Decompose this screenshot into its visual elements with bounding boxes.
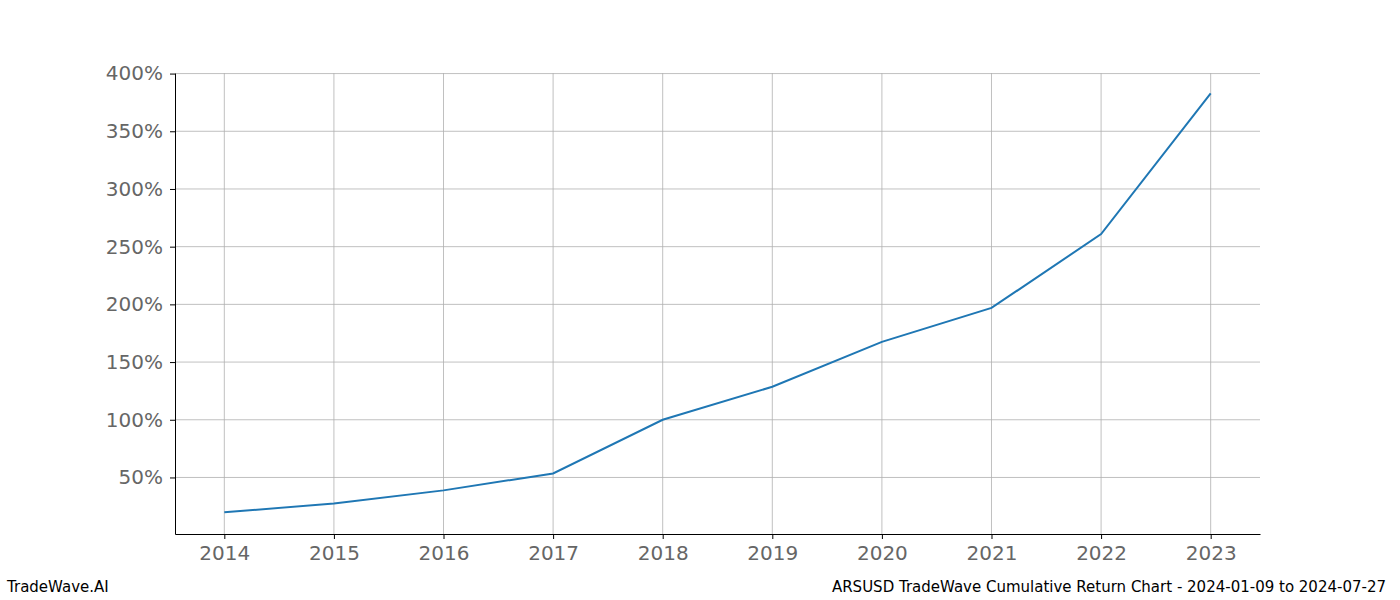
x-tick-label: 2021 (967, 541, 1018, 565)
x-tick-mark (553, 534, 554, 539)
y-tick-mark (170, 131, 175, 132)
x-tick-mark (1211, 534, 1212, 539)
x-tick: 2017 (528, 534, 579, 565)
plot-area: 2014 2015 2016 2017 2018 2019 2020 2021 2022 2023… (106, 61, 1261, 565)
annotation: TradeWave.AI (6, 578, 109, 596)
x-tick-mark (991, 534, 992, 539)
x-tick-mark (444, 534, 445, 539)
grid-line-y (175, 73, 1260, 74)
x-tick-label: 2018 (638, 541, 689, 565)
y-tick-label: 50% (119, 465, 163, 489)
y-tick: 350% (106, 119, 175, 143)
grid-line-y (175, 362, 1260, 363)
x-tick-mark (772, 534, 773, 539)
grid-line-x (553, 73, 554, 534)
y-tick-mark (170, 189, 175, 190)
y-tick-mark (170, 304, 175, 305)
x-tick: 2020 (857, 534, 908, 565)
y-tick-label: 100% (106, 408, 163, 432)
grid-line-y (175, 477, 1260, 478)
x-tick-label: 2017 (528, 541, 579, 565)
grid-line-x (443, 73, 444, 534)
x-tick: 2015 (309, 534, 360, 565)
y-tick: 400% (106, 61, 175, 85)
y-tick-label: 200% (106, 292, 163, 316)
grid (175, 73, 1260, 534)
x-tick-mark (334, 534, 335, 539)
x-tick: 2014 (199, 534, 250, 565)
x-tick-mark (882, 534, 883, 539)
x-tick: 2018 (638, 534, 689, 565)
y-tick: 300% (106, 177, 175, 201)
x-tick-label: 2023 (1186, 541, 1237, 565)
x-tick-label: 2015 (309, 541, 360, 565)
chart: 2014 2015 2016 2017 2018 2019 2020 2021 2022 2023… (0, 0, 1400, 600)
x-tick: 2016 (419, 534, 470, 565)
grid-line-y (175, 419, 1260, 420)
x-tick: 2021 (967, 534, 1018, 565)
x-tick-mark (663, 534, 664, 539)
grid-line-y (175, 246, 1260, 247)
x-tick-label: 2019 (747, 541, 798, 565)
grid-line-y (175, 131, 1260, 132)
y-axis: 50% 100% 150% 200% 250% 300% 350% 400% (106, 61, 176, 534)
x-tick: 2019 (747, 534, 798, 565)
grid-line-x (662, 73, 663, 534)
x-tick-mark (1101, 534, 1102, 539)
y-tick-label: 400% (106, 61, 163, 85)
y-tick-mark (170, 247, 175, 248)
y-tick-mark (170, 74, 175, 75)
y-tick-label: 150% (106, 350, 163, 374)
grid-line-y (175, 304, 1260, 305)
x-tick-label: 2014 (199, 541, 250, 565)
y-tick: 250% (106, 235, 175, 259)
x-tick-label: 2020 (857, 541, 908, 565)
line (224, 93, 1210, 512)
y-tick: 150% (106, 350, 175, 374)
grid-line-x (1101, 73, 1102, 534)
x-axis: 2014 2015 2016 2017 2018 2019 2020 2021 2022 2023 (176, 534, 1261, 565)
y-tick-mark (170, 362, 175, 363)
y-tick-label: 350% (106, 119, 163, 143)
y-axis-line (175, 74, 176, 535)
grid-line-x (881, 73, 882, 534)
x-tick: 2023 (1186, 534, 1237, 565)
y-tick-label: 300% (106, 177, 163, 201)
grid-line-x (991, 73, 992, 534)
grid-line-x (224, 73, 225, 534)
x-tick-label: 2022 (1076, 541, 1127, 565)
grid-line-x (333, 73, 334, 534)
y-tick: 50% (119, 465, 175, 489)
y-tick: 100% (106, 408, 175, 432)
series-group (224, 93, 1210, 512)
x-axis-line (176, 534, 1261, 535)
x-tick-mark (224, 534, 225, 539)
y-tick-label: 250% (106, 235, 163, 259)
grid-line-y (175, 188, 1260, 189)
x-tick: 2022 (1076, 534, 1127, 565)
grid-line-x (1210, 73, 1211, 534)
y-tick-mark (170, 420, 175, 421)
y-tick: 200% (106, 292, 175, 316)
grid-line-x (772, 73, 773, 534)
title: ARSUSD TradeWave Cumulative Return Chart… (832, 578, 1386, 596)
y-tick-mark (170, 477, 175, 478)
x-tick-label: 2016 (419, 541, 470, 565)
